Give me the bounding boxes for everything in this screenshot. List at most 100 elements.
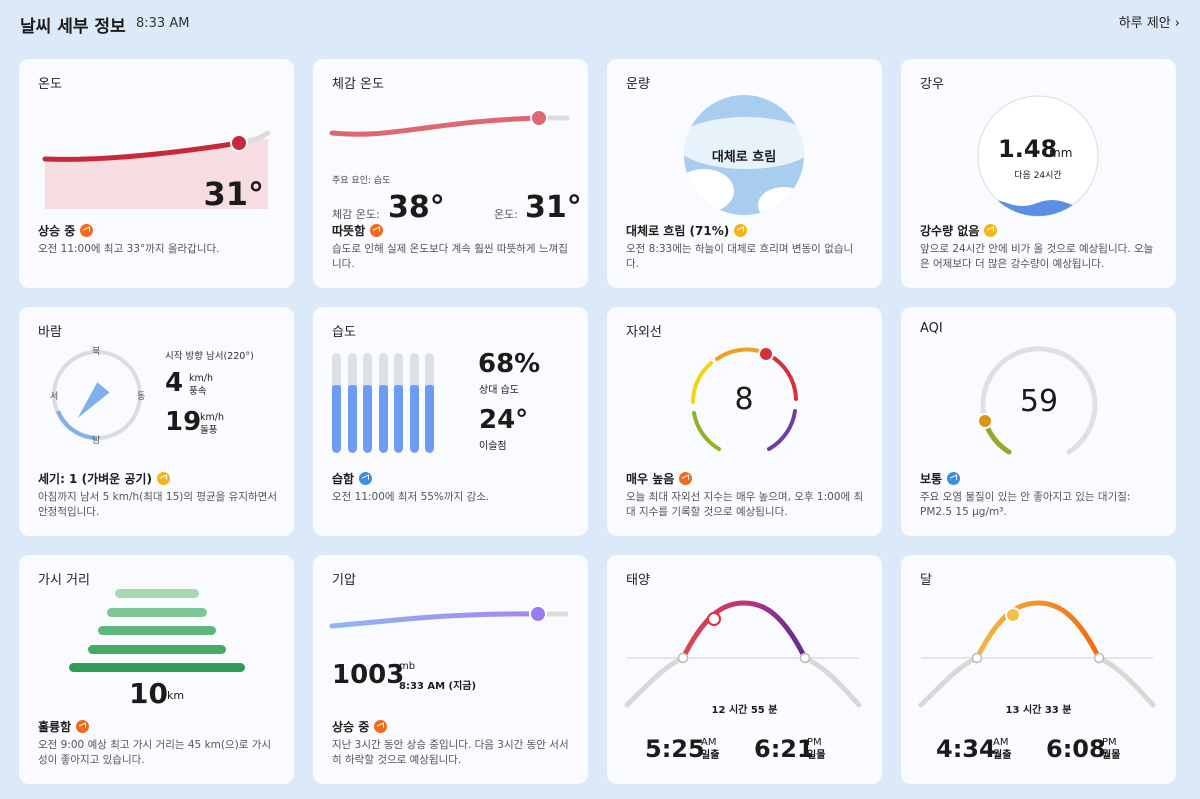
card-title: 가시 거리 [38, 573, 90, 588]
trend-up-icon [374, 720, 388, 733]
humidity-bar [394, 353, 403, 453]
visibility-bar [68, 663, 245, 672]
visibility-bar [106, 607, 207, 617]
humidity-card[interactable]: 습도 68% 상대 습도 24° 이슬점 습함 오전 11:00에 최저 55%… [313, 307, 588, 536]
humidity-bar [378, 353, 388, 453]
wind-speed-unit: km/h 풍속 [189, 373, 213, 397]
moon-duration: 13 시간 33 분 [1005, 705, 1072, 716]
card-title: AQI [920, 321, 943, 336]
rain-period: 다음 24시간 [1014, 171, 1062, 181]
pressure-desc: 지난 3시간 동안 상승 중입니다. 다음 3시간 동안 서서히 하락할 것으로… [332, 739, 569, 766]
temperature-card[interactable]: 온도 31° 상승 중 오전 11:00에 최고 33°까지 올라갑니다. [19, 59, 294, 288]
rain-amount: 1.48 [998, 135, 1058, 163]
wind-gust-unit: km/h 돌풍 [200, 412, 224, 436]
sun-card[interactable]: 태양 12 시간 55 분 5:25 AM 일출 6:21 PM 일몰 [607, 555, 882, 784]
visibility-desc: 오전 9:00 예상 최고 가시 거리는 45 km(으)로 가시성이 좋아지고… [38, 739, 272, 766]
moon-arc [918, 600, 1156, 708]
trend-flat-icon [156, 472, 170, 485]
humidity-bar-fill [409, 385, 419, 453]
card-title: 온도 [38, 77, 62, 92]
page-time: 8:33 AM [136, 16, 190, 31]
rain-unit: mm [1049, 146, 1073, 160]
page-title: 날씨 세부 정보 [20, 17, 126, 37]
trend-up-icon [679, 472, 693, 485]
temp-value: 31° [525, 190, 582, 225]
temperature-status: 상승 중 [38, 222, 94, 239]
visibility-value: 10 [129, 677, 168, 710]
feels-value: 38° [388, 190, 445, 225]
wind-status: 세기: 1 (가벼운 공기) [38, 470, 170, 487]
sun-duration: 12 시간 55 분 [711, 705, 778, 716]
day-suggestion-link[interactable]: 하루 제안 › [1118, 16, 1180, 31]
aqi-card[interactable]: AQI 59 보통 주요 오염 물질이 있는 안 좋아지고 있는 대기질: PM… [901, 307, 1176, 536]
wind-direction: 시작 방향 남서(220°) [165, 351, 254, 362]
humidity-bar [332, 353, 341, 453]
card-title: 습도 [332, 325, 356, 340]
humidity-bar-fill [363, 385, 372, 453]
precipitation-card[interactable]: 강우 1.48 mm 다음 24시간 강수량 없음 앞으로 24시간 안에 비가… [901, 59, 1176, 288]
sunrise-label: AM 일출 [701, 737, 720, 761]
feels-like-card[interactable]: 체감 온도 주요 요인: 습도 체감 온도: 38° 온도: 31° 따뜻함 습… [313, 59, 588, 288]
temperature-chart [42, 130, 271, 209]
sunset-time: 6:21 [754, 735, 814, 763]
temperature-desc: 오전 11:00에 최고 33°까지 올라갑니다. [38, 243, 220, 255]
humidity-status: 습함 [332, 470, 373, 487]
moonrise-label: AM 월출 [993, 737, 1012, 761]
humidity-value: 68% [478, 349, 541, 379]
card-title: 달 [920, 573, 932, 588]
uv-card[interactable]: 자외선 8 매우 높음 오늘 최대 자외선 지수는 매우 높으며, 오후 1:0… [607, 307, 882, 536]
aqi-desc: 주요 오염 물질이 있는 안 좋아지고 있는 대기질: PM2.5 15 µg/… [920, 491, 1131, 518]
rain-gauge [977, 95, 1099, 217]
feels-like-chart [329, 109, 570, 137]
feels-like-desc: 습도로 인해 실제 온도보다 계속 훨씬 따뜻하게 느껴집니다. [332, 243, 568, 270]
card-title: 자외선 [626, 325, 662, 340]
humidity-bar-fill [378, 385, 388, 453]
cloud-icon [684, 95, 804, 215]
cloud-center-label: 대체로 흐림 [711, 150, 777, 165]
pressure-status: 상승 중 [332, 718, 388, 735]
visibility-unit: km [167, 689, 185, 702]
trend-down-icon [947, 472, 961, 485]
wind-desc: 아침까지 남서 5 km/h(최대 15)의 평균을 유지하면서 안정적입니다. [38, 491, 277, 518]
trend-down-icon [359, 472, 373, 485]
trend-flat-icon [734, 224, 748, 237]
cloud-cover-card[interactable]: 운량 대체로 흐림 대체로 흐림 (71%) 오전 8:33에는 하늘이 대체로… [607, 59, 882, 288]
pressure-value: 1003 [332, 660, 405, 690]
aqi-status: 보통 [920, 470, 961, 487]
feels-label: 체감 온도: [332, 208, 380, 221]
sunrise-time: 5:25 [645, 735, 705, 763]
trend-up-icon [76, 720, 90, 733]
pressure-card[interactable]: 기압 1003 mb 8:33 AM (지금) 상승 중 지난 3시간 동안 상… [313, 555, 588, 784]
cloud-status: 대체로 흐림 (71%) [626, 222, 748, 239]
visibility-card[interactable]: 가시 거리 10 km 훌륭함 오전 9:00 예상 최고 가시 거리는 45 … [19, 555, 294, 784]
uv-value: 8 [734, 382, 754, 417]
compass-north: 북 [92, 347, 101, 357]
humidity-bar-fill [347, 385, 357, 453]
humidity-bar-fill [394, 385, 403, 453]
trend-up-icon [370, 224, 384, 237]
humidity-label: 상대 습도 [479, 385, 519, 396]
uv-status: 매우 높음 [626, 470, 693, 487]
rain-status: 강수량 없음 [920, 222, 998, 239]
wind-card[interactable]: 바람 북 동 남 서 시작 방향 남서(220°) 4 km/h 풍속 19 km… [19, 307, 294, 536]
card-title: 체감 온도 [332, 77, 384, 92]
wind-compass [52, 350, 142, 440]
dew-point-value: 24° [479, 405, 529, 435]
temp-label: 온도: [494, 208, 518, 221]
rain-desc: 앞으로 24시간 안에 비가 올 것으로 예상됩니다. 오늘은 어제보다 더 많… [920, 243, 1154, 270]
aqi-gauge [977, 346, 1098, 455]
moonset-label: PM 월몰 [1102, 737, 1121, 761]
card-title: 태양 [626, 573, 650, 588]
trend-up-icon [80, 224, 94, 237]
temperature-value: 31° [203, 175, 264, 213]
compass-east: 동 [137, 392, 146, 402]
humidity-bar [363, 353, 372, 453]
uv-gauge [691, 346, 798, 451]
card-title: 바람 [38, 325, 62, 340]
feels-like-status: 따뜻함 [332, 222, 384, 239]
moon-card[interactable]: 달 13 시간 33 분 4:34 AM 월출 6:08 PM 월몰 [901, 555, 1176, 784]
humidity-bar [425, 353, 434, 453]
pressure-unit: mb [399, 661, 416, 672]
trend-flat-icon [984, 224, 998, 237]
humidity-bar [347, 353, 357, 453]
